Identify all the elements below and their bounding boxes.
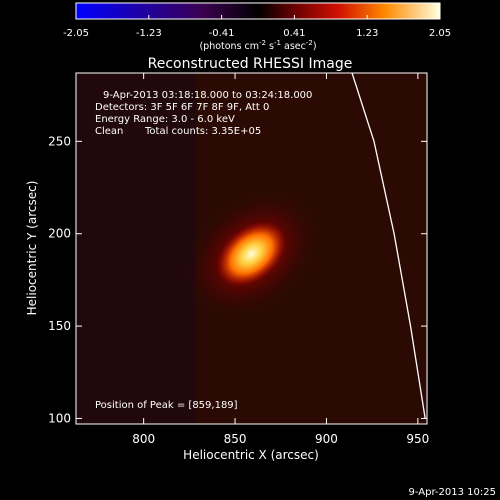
x-tick-label: 900	[315, 432, 338, 446]
chart-title: Reconstructed RHESSI Image	[148, 56, 353, 72]
time-range-annotation: 9-Apr-2013 03:18:18.000 to 03:24:18.000	[103, 90, 312, 101]
colorbar-tick-label: 0.41	[283, 28, 305, 39]
colorbar-tick-label: -2.05	[63, 28, 89, 39]
energy-annotation: Energy Range: 3.0 - 6.0 keV	[95, 114, 235, 125]
algorithm-annotation: Clean	[95, 126, 123, 137]
y-tick-label: 100	[48, 411, 71, 425]
plot-dark-region	[76, 73, 196, 424]
plot-frame	[75, 72, 428, 425]
x-tick-label: 850	[224, 432, 247, 446]
colorbar-ticks: -2.05 -1.23 -0.41 0.41 1.23 2.05	[63, 15, 451, 39]
y-axis-label: Heliocentric Y (arcsec)	[25, 181, 39, 316]
axis-ticks: 800 850 900 950 100 150 200 250	[48, 73, 429, 446]
y-tick-label: 200	[48, 227, 71, 241]
counts-annotation: Total counts: 3.35E+05	[144, 126, 261, 137]
x-tick-label: 950	[406, 432, 429, 446]
x-tick-label: 800	[132, 432, 155, 446]
detectors-annotation: Detectors: 3F 5F 6F 7F 8F 9F, Att 0	[95, 102, 269, 113]
x-axis-label: Heliocentric X (arcsec)	[183, 448, 319, 462]
colorbar-units: (photons cm-2 s-1 asec-2)	[199, 39, 316, 52]
colorbar-tick-label: 2.05	[429, 28, 451, 39]
peak-annotation: Position of Peak = [859,189]	[95, 400, 238, 411]
y-tick-label: 150	[48, 319, 71, 333]
colorbar	[75, 2, 441, 20]
colorbar-tick-label: -0.41	[209, 28, 235, 39]
colorbar-tick-label: -1.23	[136, 28, 162, 39]
flare-core	[216, 221, 287, 287]
y-tick-label: 250	[48, 134, 71, 148]
solar-limb	[351, 73, 426, 419]
colorbar-tick-label: 1.23	[356, 28, 378, 39]
plot-date: 9-Apr-2013 10:25	[409, 487, 496, 498]
